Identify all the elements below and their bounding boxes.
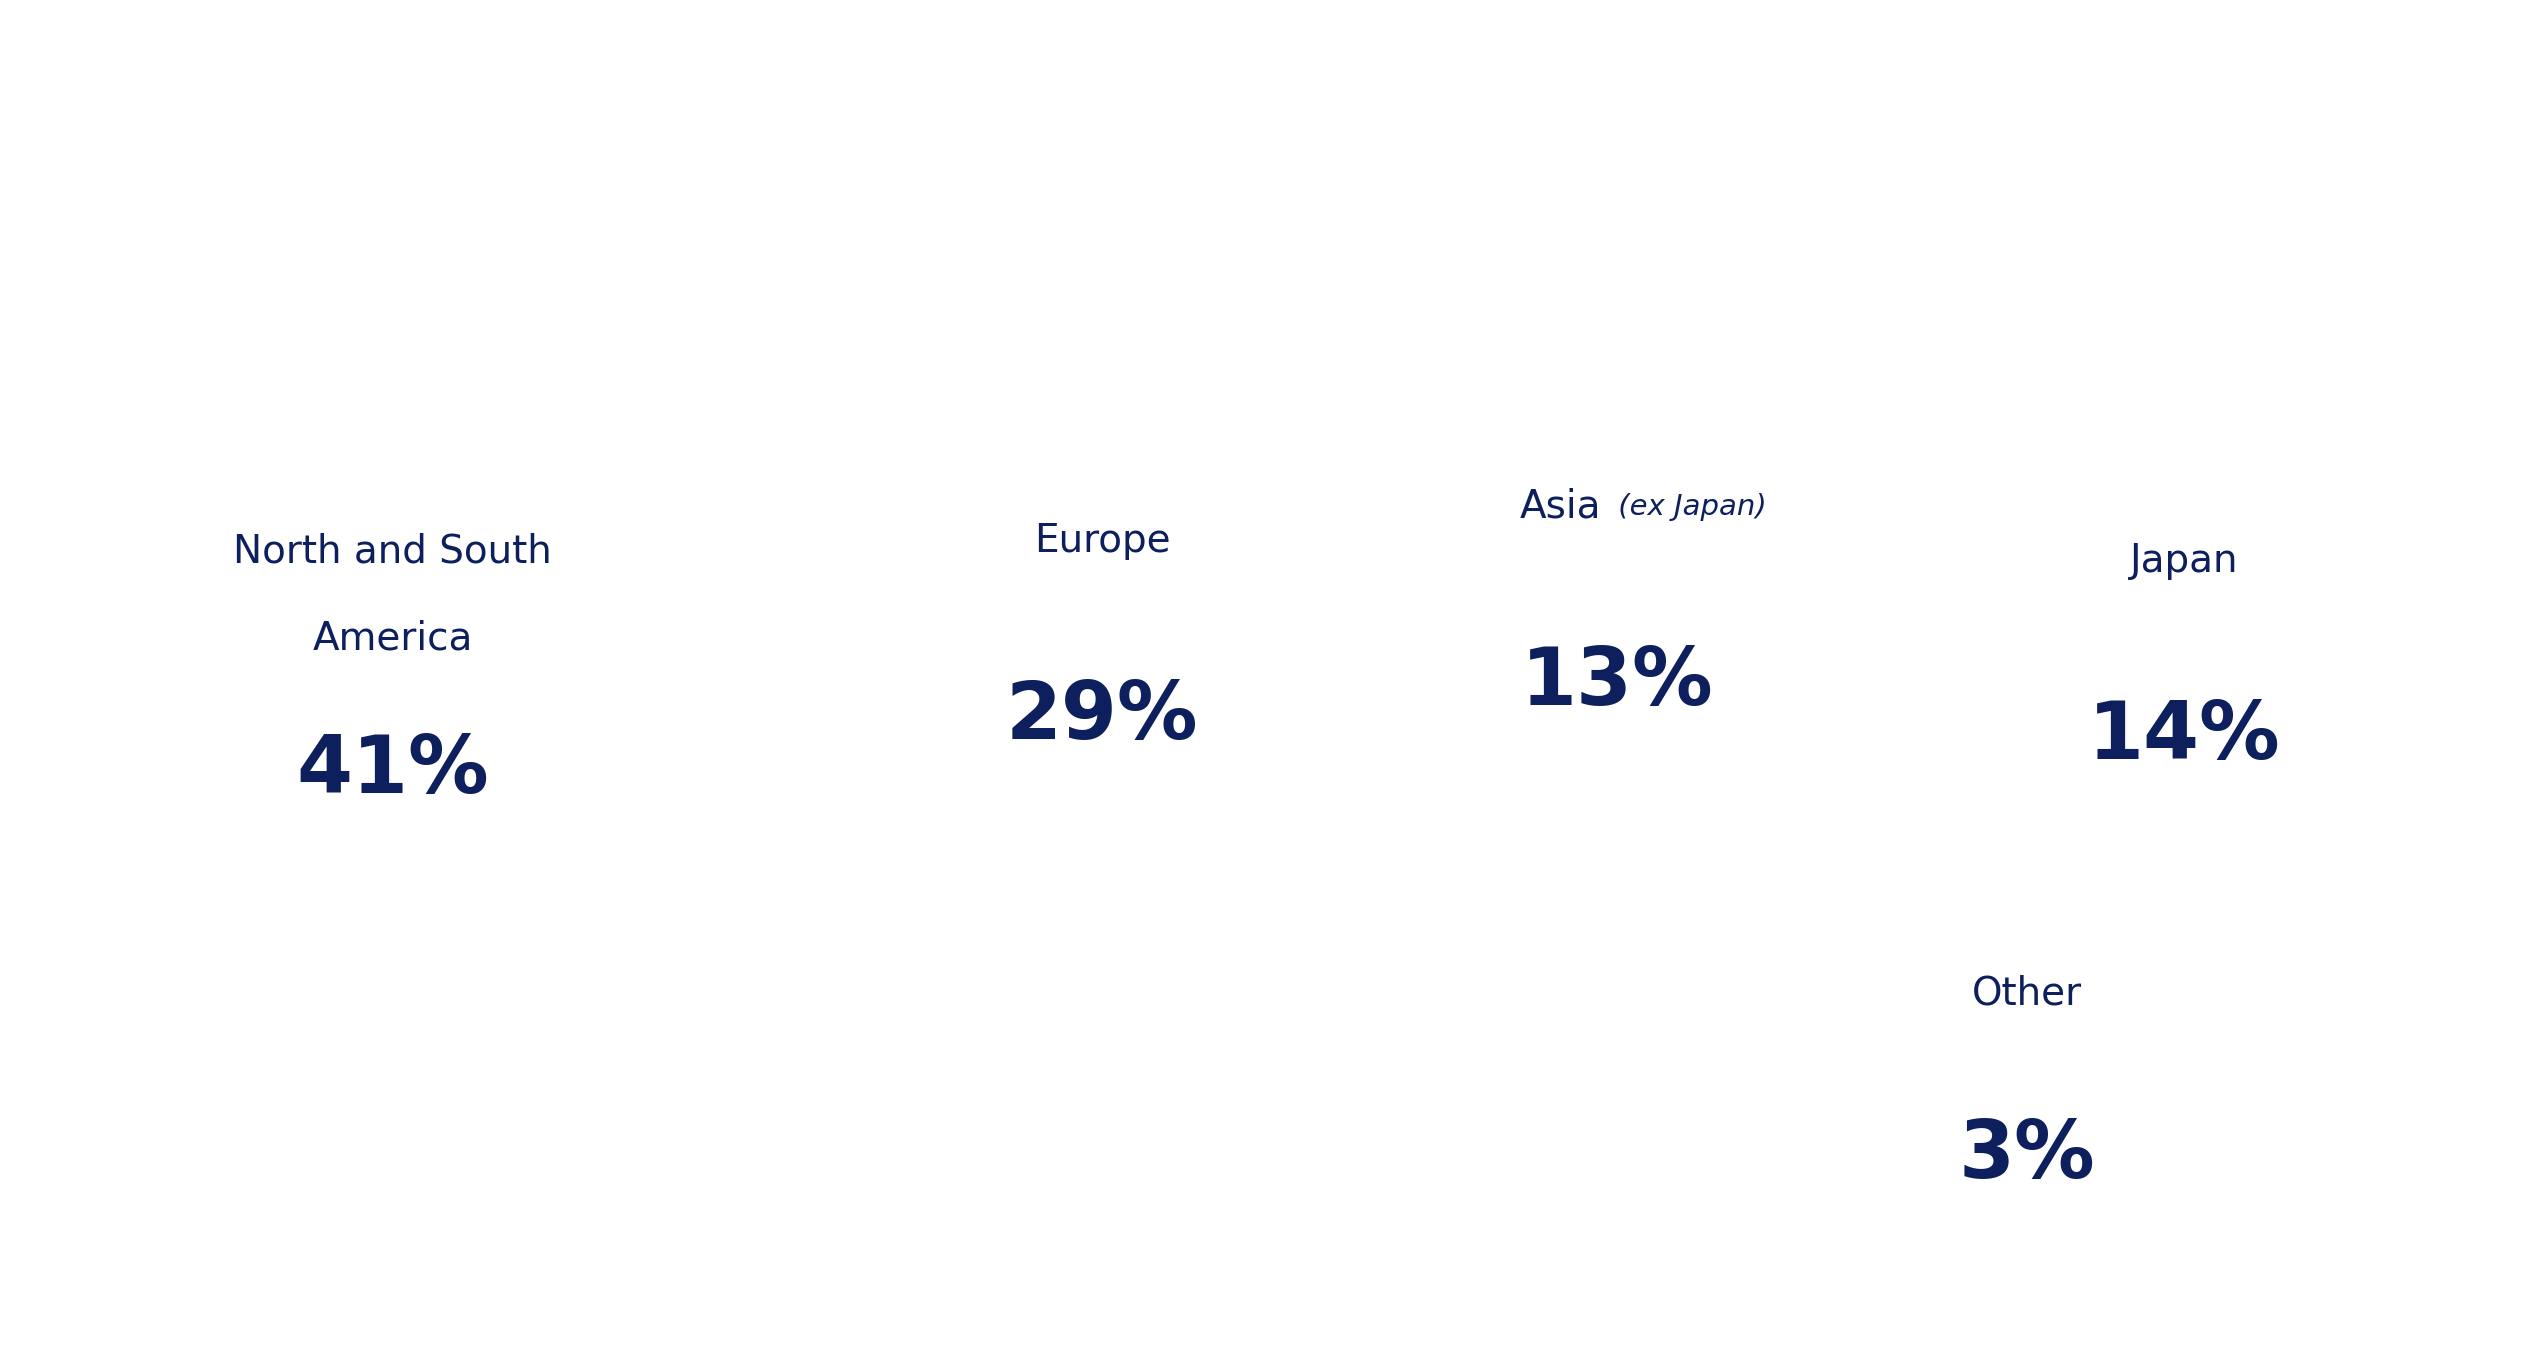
Text: 41%: 41% (296, 731, 489, 810)
Text: 3%: 3% (1959, 1117, 2096, 1195)
Text: Asia: Asia (1520, 488, 1601, 526)
Text: 14%: 14% (2088, 698, 2281, 776)
Text: America: America (312, 619, 474, 657)
Text: (ex Japan): (ex Japan) (1609, 493, 1766, 521)
Text: Japan: Japan (2131, 542, 2238, 580)
Text: Other: Other (1971, 975, 2083, 1013)
Text: 29%: 29% (1006, 677, 1199, 756)
Text: Europe: Europe (1034, 522, 1171, 560)
Text: North and South: North and South (233, 533, 552, 571)
Text: 13%: 13% (1520, 644, 1713, 722)
